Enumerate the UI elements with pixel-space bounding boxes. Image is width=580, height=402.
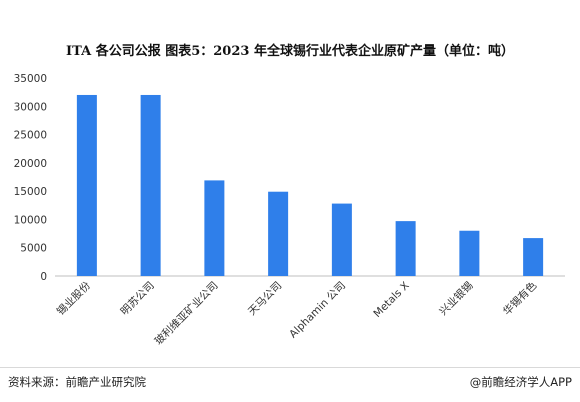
y-tick-label: 0 — [40, 271, 47, 283]
x-tick-label: Metals X — [371, 280, 411, 320]
bar — [204, 180, 225, 276]
y-axis: 0 5000 10000 15000 20000 25000 30000 35000 — [14, 73, 565, 283]
y-tick-label: 35000 — [14, 73, 47, 85]
bar — [76, 94, 97, 276]
bar — [331, 203, 352, 276]
y-tick-label: 5000 — [20, 243, 47, 255]
bar — [459, 230, 480, 276]
bars-group — [76, 94, 544, 276]
bar — [395, 221, 416, 276]
y-tick-label: 20000 — [14, 158, 47, 170]
x-tick-label: 兴业银锡 — [437, 279, 476, 318]
y-tick-label: 10000 — [14, 214, 47, 226]
bar — [523, 238, 544, 276]
chart-title: ITA 各公司公报 图表5：2023 年全球锡行业代表企业原矿产量（单位：吨） — [66, 44, 514, 59]
x-tick-label: 天马公司 — [246, 280, 284, 318]
x-tick-label: 玻利维亚矿业公司 — [152, 279, 221, 348]
x-tick-label: 锡业股份 — [54, 279, 93, 318]
bar — [268, 191, 289, 276]
y-tick-label: 25000 — [14, 130, 47, 142]
x-tick-label: 华锡有色 — [500, 279, 539, 318]
bar — [140, 94, 161, 276]
x-tick-label: Alphamin 公司 — [287, 280, 348, 341]
x-tick-label: 明苏公司 — [118, 279, 157, 318]
source-note: 资料来源：前瞻产业研究院 — [8, 375, 146, 389]
brand-credit: @前瞻经济学人APP — [469, 375, 572, 389]
footer-divider — [0, 367, 580, 368]
y-tick-label: 15000 — [14, 186, 47, 198]
y-tick-label: 30000 — [14, 101, 47, 113]
